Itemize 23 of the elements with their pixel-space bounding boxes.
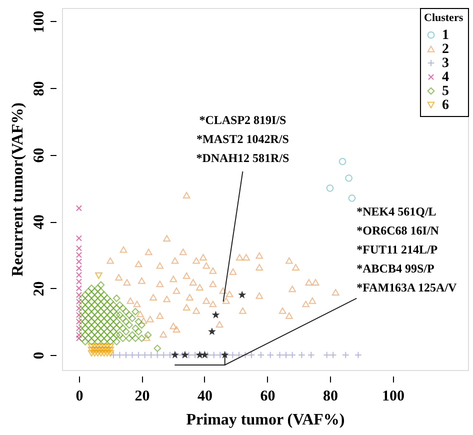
legend-label: 3	[442, 56, 449, 71]
y-tick-label: 60	[32, 148, 48, 163]
legend-label: 6	[442, 98, 449, 113]
annotation: *NEK4 561Q/L *OR6C68 16I/N *FUT11 214L/P *ABCB4 99S/P *FAM163A 125A/V	[356, 204, 458, 295]
legend-label: 4	[442, 70, 449, 85]
y-tick-label: 80	[32, 81, 48, 96]
x-tick-label: 0	[76, 388, 84, 404]
legend-label: 5	[442, 84, 449, 99]
x-tick-label: 40	[197, 388, 212, 404]
x-tick-label: 20	[134, 388, 150, 404]
legend-label: 2	[442, 42, 449, 57]
y-tick-label: 0	[32, 352, 48, 360]
legend-label: 1	[442, 28, 449, 43]
x-axis-title: Primay tumor (VAF%)	[186, 412, 345, 428]
x-tick-label: 100	[382, 388, 404, 404]
y-tick-label: 20	[32, 281, 48, 296]
x-tick-label: 60	[260, 388, 276, 404]
y-tick-label: 40	[32, 214, 48, 230]
legend-title: Clusters	[424, 12, 464, 24]
y-axis-title: Recurrent tumor(VAF%)	[10, 102, 26, 277]
y-tick-label: 100	[32, 10, 48, 34]
x-tick-label: 80	[322, 388, 338, 404]
annotation: *CLASP2 819I/S *MAST2 1042R/S *DNAH12 581R/S	[196, 112, 290, 165]
